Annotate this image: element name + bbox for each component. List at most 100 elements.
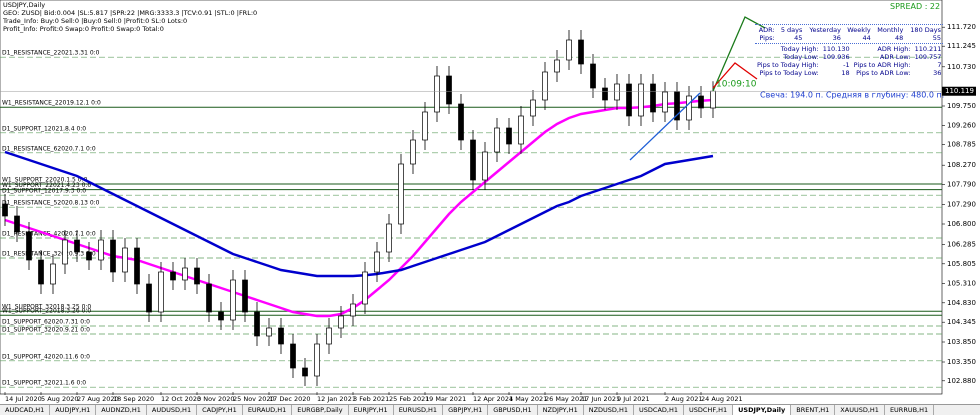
stats-cell: 7 <box>937 61 942 69</box>
candle-body <box>494 127 500 153</box>
candle-body <box>62 239 68 265</box>
level-label: D1_SUPPORT_12021.8.4 0:0 <box>2 125 86 132</box>
symbol-tab[interactable]: BRENT,H1 <box>791 405 836 415</box>
stats-cell: 109.936 <box>822 53 850 61</box>
level-label: D1_RESISTANCE_32020.9.3 0:0 <box>2 251 96 258</box>
x-tick-label: 12 Oct 2020 <box>161 395 201 403</box>
candle-body <box>146 283 152 313</box>
y-tick-label: 108.270 <box>947 161 976 169</box>
symbol-tab[interactable]: EURUSD,H1 <box>394 405 444 415</box>
symbol-tab[interactable]: USDCAD,H1 <box>634 405 684 415</box>
y-tick-label: 109.260 <box>947 122 976 130</box>
x-tick-label: 26 May 2021 <box>545 395 587 403</box>
x-tick-label: 9 Jul 2021 <box>617 395 650 403</box>
level-label: W1_RESISTANCE_22019.12.1 0:0 <box>2 100 101 107</box>
symbol-tab[interactable]: AUDJPY,H1 <box>50 405 97 415</box>
symbol-tab[interactable]: GBPJPY,H1 <box>443 405 489 415</box>
candle-body <box>674 91 680 121</box>
window-title: USDJPY,Daily <box>3 1 46 9</box>
adr-cell: 44 <box>862 34 871 42</box>
level-label: W1_SUPPORT_22018.3.26 0:0 <box>2 308 91 315</box>
symbol-tab[interactable]: NZDJPY,H1 <box>538 405 584 415</box>
stats-cell: 36 <box>933 69 942 77</box>
stats-cell: Today High: <box>780 45 819 53</box>
adr-table: ADR: 5 days Yesterday Weekly Monthly 180 Days… <box>755 26 943 42</box>
level-label: D1_SUPPORT_62020.7.31 0:0 <box>2 319 90 326</box>
stats-row: Today High: 110.130 ADR High: 110.211 <box>755 45 943 53</box>
y-tick-label: 108.785 <box>947 141 976 149</box>
symbol-tab[interactable]: AUDNZD,H1 <box>96 405 147 415</box>
symbol-tab[interactable]: USDJPY,Daily <box>733 405 792 415</box>
candle-body <box>218 311 224 321</box>
y-tick-label: 106.285 <box>947 241 976 249</box>
chart: D1_RESISTANCE_22021.3.31 0:0 W1_RESISTANC… <box>0 0 976 403</box>
candle-body <box>194 267 200 285</box>
candle-body <box>278 327 284 345</box>
candle-body <box>506 127 512 145</box>
y-tick-label: 111.720 <box>947 23 976 31</box>
candle-body <box>686 95 692 121</box>
adr-row: ADR: 5 days Yesterday Weekly Monthly 180 Days <box>755 26 943 34</box>
candle-body <box>398 163 404 225</box>
candle-body <box>554 59 560 73</box>
candle-body <box>26 231 32 261</box>
level-label: D1_SUPPORT_42020.11.6 0:0 <box>2 353 90 360</box>
stats-cell: ADR High: <box>877 45 911 53</box>
y-tick-label: 110.730 <box>947 63 976 71</box>
candle-body <box>446 75 452 105</box>
adr-cell: 5 days <box>780 26 803 34</box>
symbol-tab[interactable]: CADJPY,H1 <box>197 405 243 415</box>
candle-body <box>290 343 296 369</box>
candle-body <box>74 239 80 253</box>
stats-cell: ADR Low: <box>879 53 911 61</box>
moving-average <box>4 150 714 278</box>
candle-body <box>710 90 716 109</box>
level-label: D1_SUPPORT_12017.9.3 0:0 <box>2 188 86 195</box>
x-tick-label: 27 Aug 2020 <box>77 395 119 403</box>
stats-cell: 109.757 <box>914 53 942 61</box>
info-line: GEO: ZUSD| Bid:0.004 |SL:5.817 |SPR:22 |… <box>3 9 258 17</box>
y-tick-label: 107.790 <box>947 180 976 188</box>
candle-body <box>482 151 488 181</box>
symbol-tab[interactable]: EURJPY,H1 <box>349 405 394 415</box>
symbol-tab[interactable]: EURGBP,Daily <box>292 405 349 415</box>
stats-row: Pips to Today High: -1 Pips to ADR High: 7 <box>755 61 943 69</box>
stats-cell: 18 <box>841 69 850 77</box>
candle-body <box>254 311 260 337</box>
symbol-tab[interactable]: EURAUD,H1 <box>243 405 293 415</box>
candle-body <box>434 75 440 113</box>
symbol-tab[interactable]: GBPUSD,H1 <box>488 405 538 415</box>
symbol-tab[interactable]: NZDUSD,H1 <box>584 405 635 415</box>
candle-body <box>470 139 476 181</box>
symbol-tab[interactable]: XAUUSD,H1 <box>835 405 885 415</box>
candle-body <box>326 327 332 345</box>
candle-body <box>458 103 464 141</box>
symbol-tab[interactable]: AUDUSD,H1 <box>147 405 198 415</box>
candle-body <box>302 367 308 377</box>
info-line: Trade_Info: Buy:0 Sell:0 |Buy:0 Sell:0 |… <box>3 17 188 25</box>
candle-body <box>134 247 140 285</box>
candle-body <box>422 111 428 141</box>
x-tick-label: 18 Sep 2020 <box>113 395 154 403</box>
x-tick-label: 2 Aug 2021 <box>665 395 703 403</box>
y-tick-label: 105.805 <box>947 260 976 268</box>
level-label: D1_SUPPORT_32021.1.6 0:0 <box>2 380 86 387</box>
candle-body <box>578 39 584 65</box>
symbol-tab[interactable]: AUDCAD,H1 <box>0 405 51 415</box>
x-tick-label: 12 Apr 2021 <box>473 395 513 403</box>
candle-body <box>530 99 536 117</box>
symbol-tab[interactable]: EURRUB,H1 <box>885 405 935 415</box>
symbol-tab[interactable]: USDCHF,H1 <box>684 405 734 415</box>
candle-body <box>602 87 608 101</box>
adr-cell: ADR: <box>758 26 775 34</box>
stats-cell: Pips to ADR Low: <box>856 69 911 77</box>
tab-bar: AUDCAD,H1 AUDJPY,H1 AUDNZD,H1 AUDUSD,H1 CADJ… <box>0 404 980 415</box>
candle-body <box>698 95 704 109</box>
x-tick-label: 3 Feb 2021 <box>353 395 389 403</box>
y-tick-label: 106.800 <box>947 220 976 228</box>
stats-cell: Pips to Today High: <box>757 61 819 69</box>
candle-body <box>386 223 392 253</box>
adr-cell: Yesterday <box>809 26 841 34</box>
level-label: W1_SUPPORT_22021.4.23 0:0 <box>2 182 91 189</box>
